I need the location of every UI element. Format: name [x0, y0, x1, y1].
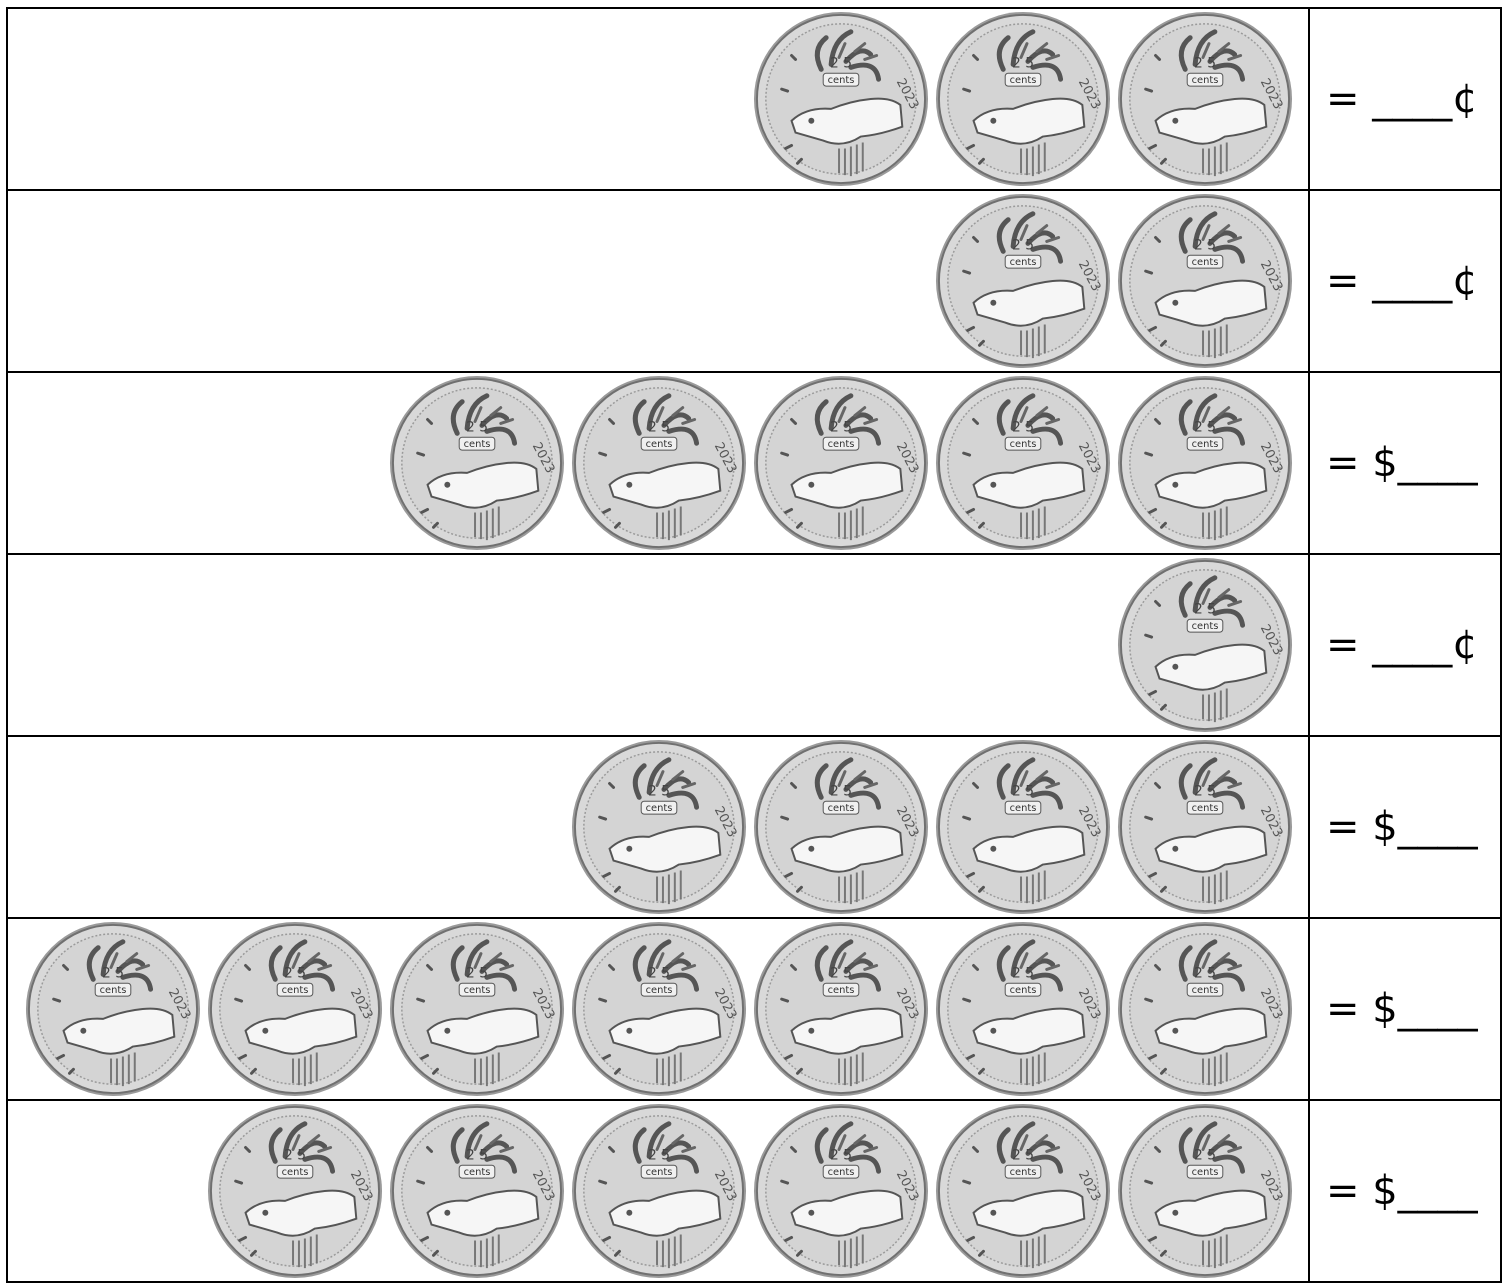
answer-cell: = $____ — [1308, 371, 1502, 555]
answer-blank: = ____¢ — [1326, 622, 1478, 668]
coin-group — [24, 920, 1294, 1098]
canadian-quarter-caribou-icon — [934, 192, 1112, 370]
canadian-quarter-caribou-icon — [388, 374, 566, 552]
answer-cell: = ____¢ — [1308, 189, 1502, 373]
canadian-quarter-caribou-icon — [934, 10, 1112, 188]
canadian-quarter-caribou-icon — [752, 920, 930, 1098]
coin-group — [934, 192, 1294, 370]
worksheet-body: = ____¢ = ____¢ = $____ = ____¢ = $____ = $__… — [6, 7, 1502, 1283]
canadian-quarter-caribou-icon — [24, 920, 202, 1098]
canadian-quarter-caribou-icon — [934, 374, 1112, 552]
coins-cell — [6, 189, 1310, 373]
coin-counting-worksheet: = ____¢ = ____¢ = $____ = ____¢ = $____ = $__… — [6, 7, 1502, 1283]
canadian-quarter-caribou-icon — [752, 1102, 930, 1280]
canadian-quarter-caribou-icon — [1116, 920, 1294, 1098]
answer-blank: = ____¢ — [1326, 258, 1478, 304]
worksheet-row: = ____¢ — [6, 553, 1502, 737]
worksheet-row: = ____¢ — [6, 7, 1502, 191]
canadian-quarter-caribou-icon — [1116, 556, 1294, 734]
canadian-quarter-caribou-icon — [934, 920, 1112, 1098]
canadian-quarter-caribou-icon — [206, 1102, 384, 1280]
canadian-quarter-caribou-icon — [206, 920, 384, 1098]
coin-group — [752, 10, 1294, 188]
canadian-quarter-caribou-icon — [1116, 1102, 1294, 1280]
answer-blank: = ____¢ — [1326, 76, 1478, 122]
canadian-quarter-caribou-icon — [752, 374, 930, 552]
canadian-quarter-caribou-icon — [570, 920, 748, 1098]
coins-cell — [6, 917, 1310, 1101]
canadian-quarter-caribou-icon — [570, 374, 748, 552]
canadian-quarter-caribou-icon — [934, 1102, 1112, 1280]
answer-cell: = $____ — [1308, 1099, 1502, 1283]
answer-cell: = $____ — [1308, 735, 1502, 919]
worksheet-row: = $____ — [6, 917, 1502, 1101]
coin-group — [206, 1102, 1294, 1280]
coin-group — [1116, 556, 1294, 734]
canadian-quarter-caribou-icon — [752, 738, 930, 916]
worksheet-row: = $____ — [6, 1099, 1502, 1283]
coins-cell — [6, 7, 1310, 191]
answer-blank: = $____ — [1326, 986, 1478, 1032]
answer-blank: = $____ — [1326, 440, 1478, 486]
coins-cell — [6, 1099, 1310, 1283]
canadian-quarter-caribou-icon — [934, 738, 1112, 916]
coin-group — [388, 374, 1294, 552]
answer-blank: = $____ — [1326, 1168, 1478, 1214]
answer-cell: = ____¢ — [1308, 553, 1502, 737]
answer-cell: = ____¢ — [1308, 7, 1502, 191]
canadian-quarter-caribou-icon — [388, 920, 566, 1098]
canadian-quarter-caribou-icon — [752, 10, 930, 188]
canadian-quarter-caribou-icon — [1116, 374, 1294, 552]
answer-cell: = $____ — [1308, 917, 1502, 1101]
canadian-quarter-caribou-icon — [1116, 738, 1294, 916]
worksheet-row: = $____ — [6, 735, 1502, 919]
worksheet-row: = ____¢ — [6, 189, 1502, 373]
canadian-quarter-caribou-icon — [1116, 192, 1294, 370]
worksheet-row: = $____ — [6, 371, 1502, 555]
coins-cell — [6, 371, 1310, 555]
canadian-quarter-caribou-icon — [1116, 10, 1294, 188]
coins-cell — [6, 735, 1310, 919]
coins-cell — [6, 553, 1310, 737]
coin-group — [570, 738, 1294, 916]
canadian-quarter-caribou-icon — [570, 738, 748, 916]
canadian-quarter-caribou-icon — [388, 1102, 566, 1280]
answer-blank: = $____ — [1326, 804, 1478, 850]
canadian-quarter-caribou-icon — [570, 1102, 748, 1280]
